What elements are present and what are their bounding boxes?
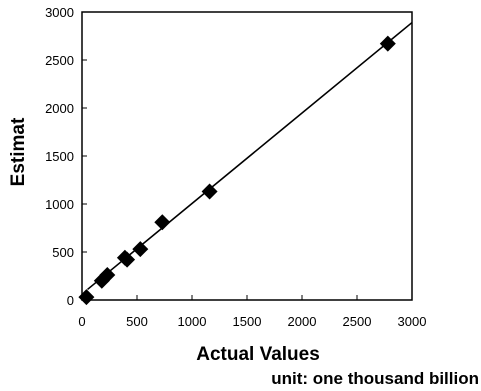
y-tick-label: 0 [67,293,74,308]
x-axis-tick-labels: 0 500 1000 1500 2000 2500 3000 [78,314,426,329]
data-point [379,35,396,52]
data-point [201,183,218,200]
x-tick-label: 500 [126,314,148,329]
data-point [99,267,116,284]
y-tick-label: 3000 [45,5,74,20]
x-tick-label: 2500 [343,314,372,329]
data-point [132,241,149,258]
y-axis-tick-labels: 0 500 1000 1500 2000 2500 3000 [45,5,74,308]
data-point [78,289,95,306]
x-tick-label: 2000 [288,314,317,329]
y-tick-label: 2500 [45,53,74,68]
x-tick-label: 1500 [233,314,262,329]
x-tick-label: 3000 [398,314,427,329]
y-tick-label: 1000 [45,197,74,212]
y-tick-label: 1500 [45,149,74,164]
y-tick-label: 2000 [45,101,74,116]
data-point [119,251,136,268]
x-axis-title: Actual Values [196,344,320,365]
y-tick-label: 500 [52,245,74,260]
x-tick-label: 1000 [178,314,207,329]
data-points [78,35,396,306]
x-tick-label: 0 [78,314,85,329]
y-axis-title: Estimat [8,117,29,186]
unit-note: unit: one thousand billion [271,369,479,388]
data-point [154,214,171,231]
